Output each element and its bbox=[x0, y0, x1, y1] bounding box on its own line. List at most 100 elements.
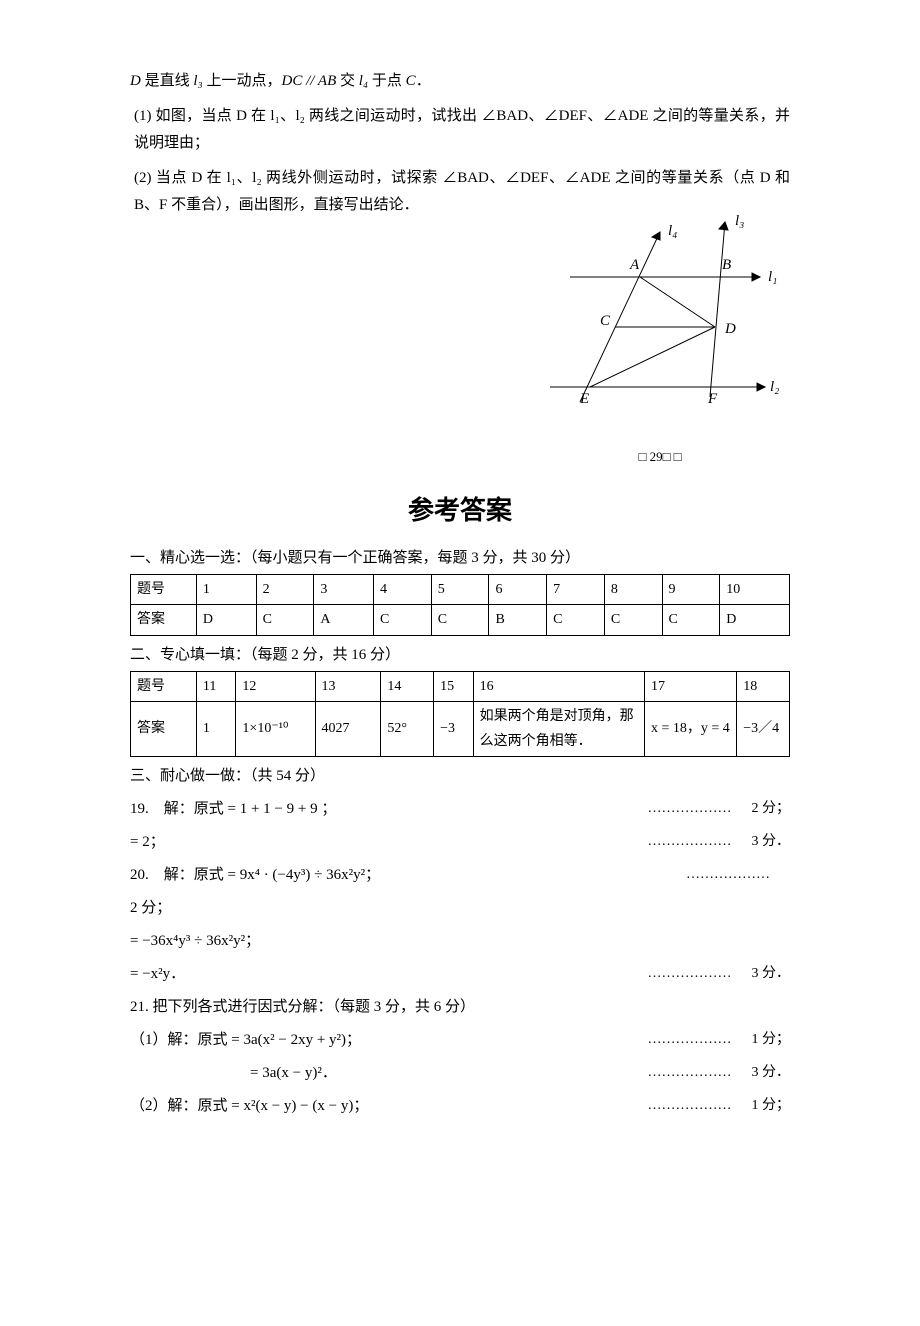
cell: D bbox=[720, 605, 790, 635]
label-l3: l₃ bbox=[735, 213, 744, 229]
problem-intro: D 是直线 l₃ 上一动点，DC // AB 交 l₄ 于点 C． bbox=[130, 68, 790, 95]
cell: 18 bbox=[737, 671, 790, 701]
cell: 7 bbox=[547, 575, 605, 605]
txt-2: 上一动点， bbox=[203, 73, 282, 89]
sym-l3: l₃ bbox=[193, 73, 202, 89]
cell: 答案 bbox=[131, 701, 197, 756]
label-D: D bbox=[724, 321, 736, 337]
cell: 17 bbox=[644, 671, 736, 701]
label-l2: l₂ bbox=[770, 379, 779, 395]
cell: 13 bbox=[315, 671, 381, 701]
q20-score3: 3 分． bbox=[648, 961, 791, 986]
cell: 题号 bbox=[131, 575, 197, 605]
table-row: 题号 1 2 3 4 5 6 7 8 9 10 bbox=[131, 575, 790, 605]
section3-label: 三、耐心做一做：（共 54 分） bbox=[130, 763, 790, 790]
cell: 10 bbox=[720, 575, 790, 605]
section1-table: 题号 1 2 3 4 5 6 7 8 9 10 答案 D C A C C B C… bbox=[130, 574, 790, 635]
q20-line1-text: 20. 解：原式 = 9x⁴ · (−4y³) ÷ 36x²y²； bbox=[130, 862, 380, 889]
problem-part-1: (1) 如图，当点 D 在 l₁、l₂ 两线之间运动时，试找出 ∠BAD、∠DE… bbox=[134, 103, 790, 157]
cell: 15 bbox=[434, 671, 474, 701]
diagram-container: l₃ l₄ l₁ l₂ A B C D E F □ 29□ □ bbox=[130, 207, 790, 468]
cell: 1 bbox=[196, 575, 256, 605]
q20-line3: = −x²y． 3 分． bbox=[130, 961, 790, 988]
sym-C: C bbox=[406, 73, 416, 89]
q21-p2-score1: 1 分； bbox=[648, 1093, 791, 1118]
cell: 3 bbox=[314, 575, 374, 605]
cell: 4027 bbox=[315, 701, 381, 756]
q19-line1-text: 19. 解：原式 = 1 + 1 − 9 + 9 ； bbox=[130, 796, 336, 823]
q20-line1b-text: 2 分； bbox=[130, 895, 171, 922]
answers-heading: 参考答案 bbox=[130, 488, 790, 535]
table-row: 答案 D C A C C B C C C D bbox=[131, 605, 790, 635]
q21-heading: 21. 把下列各式进行因式分解：（每题 3 分，共 6 分） bbox=[130, 994, 790, 1021]
cell: 2 bbox=[256, 575, 314, 605]
sym-l4: l₄ bbox=[359, 73, 368, 89]
q21-p1-score1: 1 分； bbox=[648, 1027, 791, 1052]
cell: C bbox=[547, 605, 605, 635]
section1-label: 一、精心选一选：（每小题只有一个正确答案，每题 3 分，共 30 分） bbox=[130, 545, 790, 572]
q21-p1-line2: = 3a(x − y)²． 3 分． bbox=[130, 1060, 790, 1087]
label-l4: l₄ bbox=[668, 223, 677, 239]
cell: 8 bbox=[604, 575, 662, 605]
q19-line2-text: = 2； bbox=[130, 829, 165, 856]
q21-p1-score2: 3 分． bbox=[648, 1060, 791, 1085]
geometry-diagram: l₃ l₄ l₁ l₂ A B C D E F □ 29□ □ bbox=[530, 207, 790, 468]
diagram-caption: □ 29□ □ bbox=[530, 445, 790, 468]
q20-line1b: 2 分； bbox=[130, 895, 790, 922]
txt-5: ． bbox=[416, 73, 431, 89]
cell: 1×10⁻¹⁰ bbox=[236, 701, 315, 756]
cell: C bbox=[374, 605, 432, 635]
table-row: 题号 11 12 13 14 15 16 17 18 bbox=[131, 671, 790, 701]
cell: −3 bbox=[434, 701, 474, 756]
cell: C bbox=[431, 605, 489, 635]
txt-3: 交 bbox=[336, 73, 359, 89]
label-A: A bbox=[629, 257, 640, 273]
txt-1: 是直线 bbox=[141, 73, 194, 89]
label-B: B bbox=[722, 257, 731, 273]
q21-p2-line1: （2）解：原式 = x²(x − y) − (x − y)； 1 分； bbox=[130, 1093, 790, 1120]
section2-table: 题号 11 12 13 14 15 16 17 18 答案 1 1×10⁻¹⁰ … bbox=[130, 671, 790, 758]
cell: D bbox=[196, 605, 256, 635]
cell: C bbox=[604, 605, 662, 635]
label-l1: l₁ bbox=[768, 269, 777, 285]
section2-label: 二、专心填一填：（每题 2 分，共 16 分） bbox=[130, 642, 790, 669]
cell: 5 bbox=[431, 575, 489, 605]
q19-line1: 19. 解：原式 = 1 + 1 − 9 + 9 ； 2 分； bbox=[130, 796, 790, 823]
q21-p1-line1-text: （1）解：原式 = 3a(x² − 2xy + y²)； bbox=[130, 1027, 361, 1054]
sym-dcab: DC // AB bbox=[282, 73, 337, 89]
cell: B bbox=[489, 605, 547, 635]
q20-line3-text: = −x²y． bbox=[130, 961, 185, 988]
q20-line1: 20. 解：原式 = 9x⁴ · (−4y³) ÷ 36x²y²； bbox=[130, 862, 790, 889]
cell: 1 bbox=[196, 701, 236, 756]
cell: 12 bbox=[236, 671, 315, 701]
cell: −3／4 bbox=[737, 701, 790, 756]
cell: C bbox=[256, 605, 314, 635]
label-F: F bbox=[707, 391, 718, 407]
cell: 9 bbox=[662, 575, 720, 605]
cell: 答案 bbox=[131, 605, 197, 635]
q21-heading-text: 21. 把下列各式进行因式分解：（每题 3 分，共 6 分） bbox=[130, 994, 475, 1021]
label-E: E bbox=[579, 391, 589, 407]
q20-score1-dots bbox=[686, 862, 790, 887]
cell: 题号 bbox=[131, 671, 197, 701]
q20-line2: = −36x⁴y³ ÷ 36x²y²； bbox=[130, 928, 790, 955]
sym-D: D bbox=[130, 73, 141, 89]
cell: 4 bbox=[374, 575, 432, 605]
q19-line2: = 2； 3 分． bbox=[130, 829, 790, 856]
q21-p2-line1-text: （2）解：原式 = x²(x − y) − (x − y)； bbox=[130, 1093, 368, 1120]
label-C: C bbox=[600, 313, 611, 329]
q21-p1-line1: （1）解：原式 = 3a(x² − 2xy + y²)； 1 分； bbox=[130, 1027, 790, 1054]
cell: x = 18，y = 4 bbox=[644, 701, 736, 756]
cell: C bbox=[662, 605, 720, 635]
cell: 14 bbox=[381, 671, 434, 701]
diagram-svg: l₃ l₄ l₁ l₂ A B C D E F bbox=[530, 207, 790, 427]
q19-score1: 2 分； bbox=[648, 796, 791, 821]
cell: 如果两个角是对顶角，那么这两个角相等． bbox=[473, 701, 644, 756]
cell: 52° bbox=[381, 701, 434, 756]
q19-score2: 3 分． bbox=[648, 829, 791, 854]
cell: A bbox=[314, 605, 374, 635]
cell: 11 bbox=[196, 671, 236, 701]
txt-4: 于点 bbox=[368, 73, 406, 89]
q20-line2-text: = −36x⁴y³ ÷ 36x²y²； bbox=[130, 928, 260, 955]
cell: 6 bbox=[489, 575, 547, 605]
